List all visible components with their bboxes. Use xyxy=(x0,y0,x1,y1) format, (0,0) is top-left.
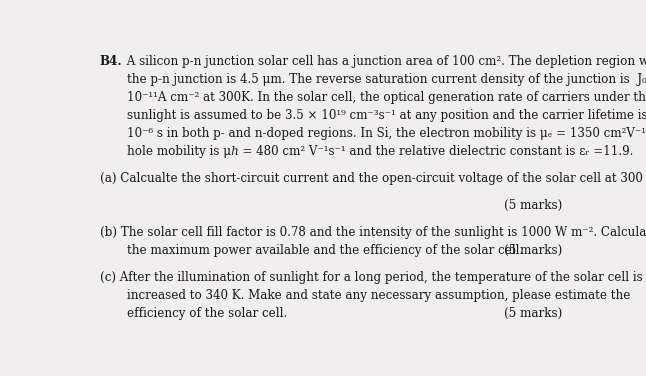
Text: the p-n junction is 4.5 μm. The reverse saturation current density of the juncti: the p-n junction is 4.5 μm. The reverse … xyxy=(127,73,646,86)
Text: the maximum power available and the efficiency of the solar cell.: the maximum power available and the effi… xyxy=(127,244,523,257)
Text: (5 marks): (5 marks) xyxy=(504,306,563,320)
Text: hole mobility is μℎ = 480 cm² V⁻¹s⁻¹ and the relative dielectric constant is εᵣ : hole mobility is μℎ = 480 cm² V⁻¹s⁻¹ and… xyxy=(127,145,633,158)
Text: A silicon p-n junction solar cell has a junction area of 100 cm². The depletion : A silicon p-n junction solar cell has a … xyxy=(123,55,646,68)
Text: (5 marks): (5 marks) xyxy=(504,244,563,257)
Text: 10⁻¹¹A cm⁻² at 300K. In the solar cell, the optical generation rate of carriers : 10⁻¹¹A cm⁻² at 300K. In the solar cell, … xyxy=(127,91,646,104)
Text: (a) Calcualte the short-circuit current and the open-circuit voltage of the sola: (a) Calcualte the short-circuit current … xyxy=(99,172,646,185)
Text: B4.: B4. xyxy=(99,55,122,68)
Text: (5 marks): (5 marks) xyxy=(504,199,563,212)
Text: increased to 340 K. Make and state any necessary assumption, please estimate the: increased to 340 K. Make and state any n… xyxy=(127,289,630,302)
Text: (b) The solar cell fill factor is 0.78 and the intensity of the sunlight is 1000: (b) The solar cell fill factor is 0.78 a… xyxy=(99,226,646,239)
Text: 10⁻⁶ s in both p- and n-doped regions. In Si, the electron mobility is μₑ = 1350: 10⁻⁶ s in both p- and n-doped regions. I… xyxy=(127,127,646,140)
Text: (c) After the illumination of sunlight for a long period, the temperature of the: (c) After the illumination of sunlight f… xyxy=(99,271,643,284)
Text: efficiency of the solar cell.: efficiency of the solar cell. xyxy=(127,306,287,320)
Text: sunlight is assumed to be 3.5 × 10¹⁹ cm⁻³s⁻¹ at any position and the carrier lif: sunlight is assumed to be 3.5 × 10¹⁹ cm⁻… xyxy=(127,109,646,122)
